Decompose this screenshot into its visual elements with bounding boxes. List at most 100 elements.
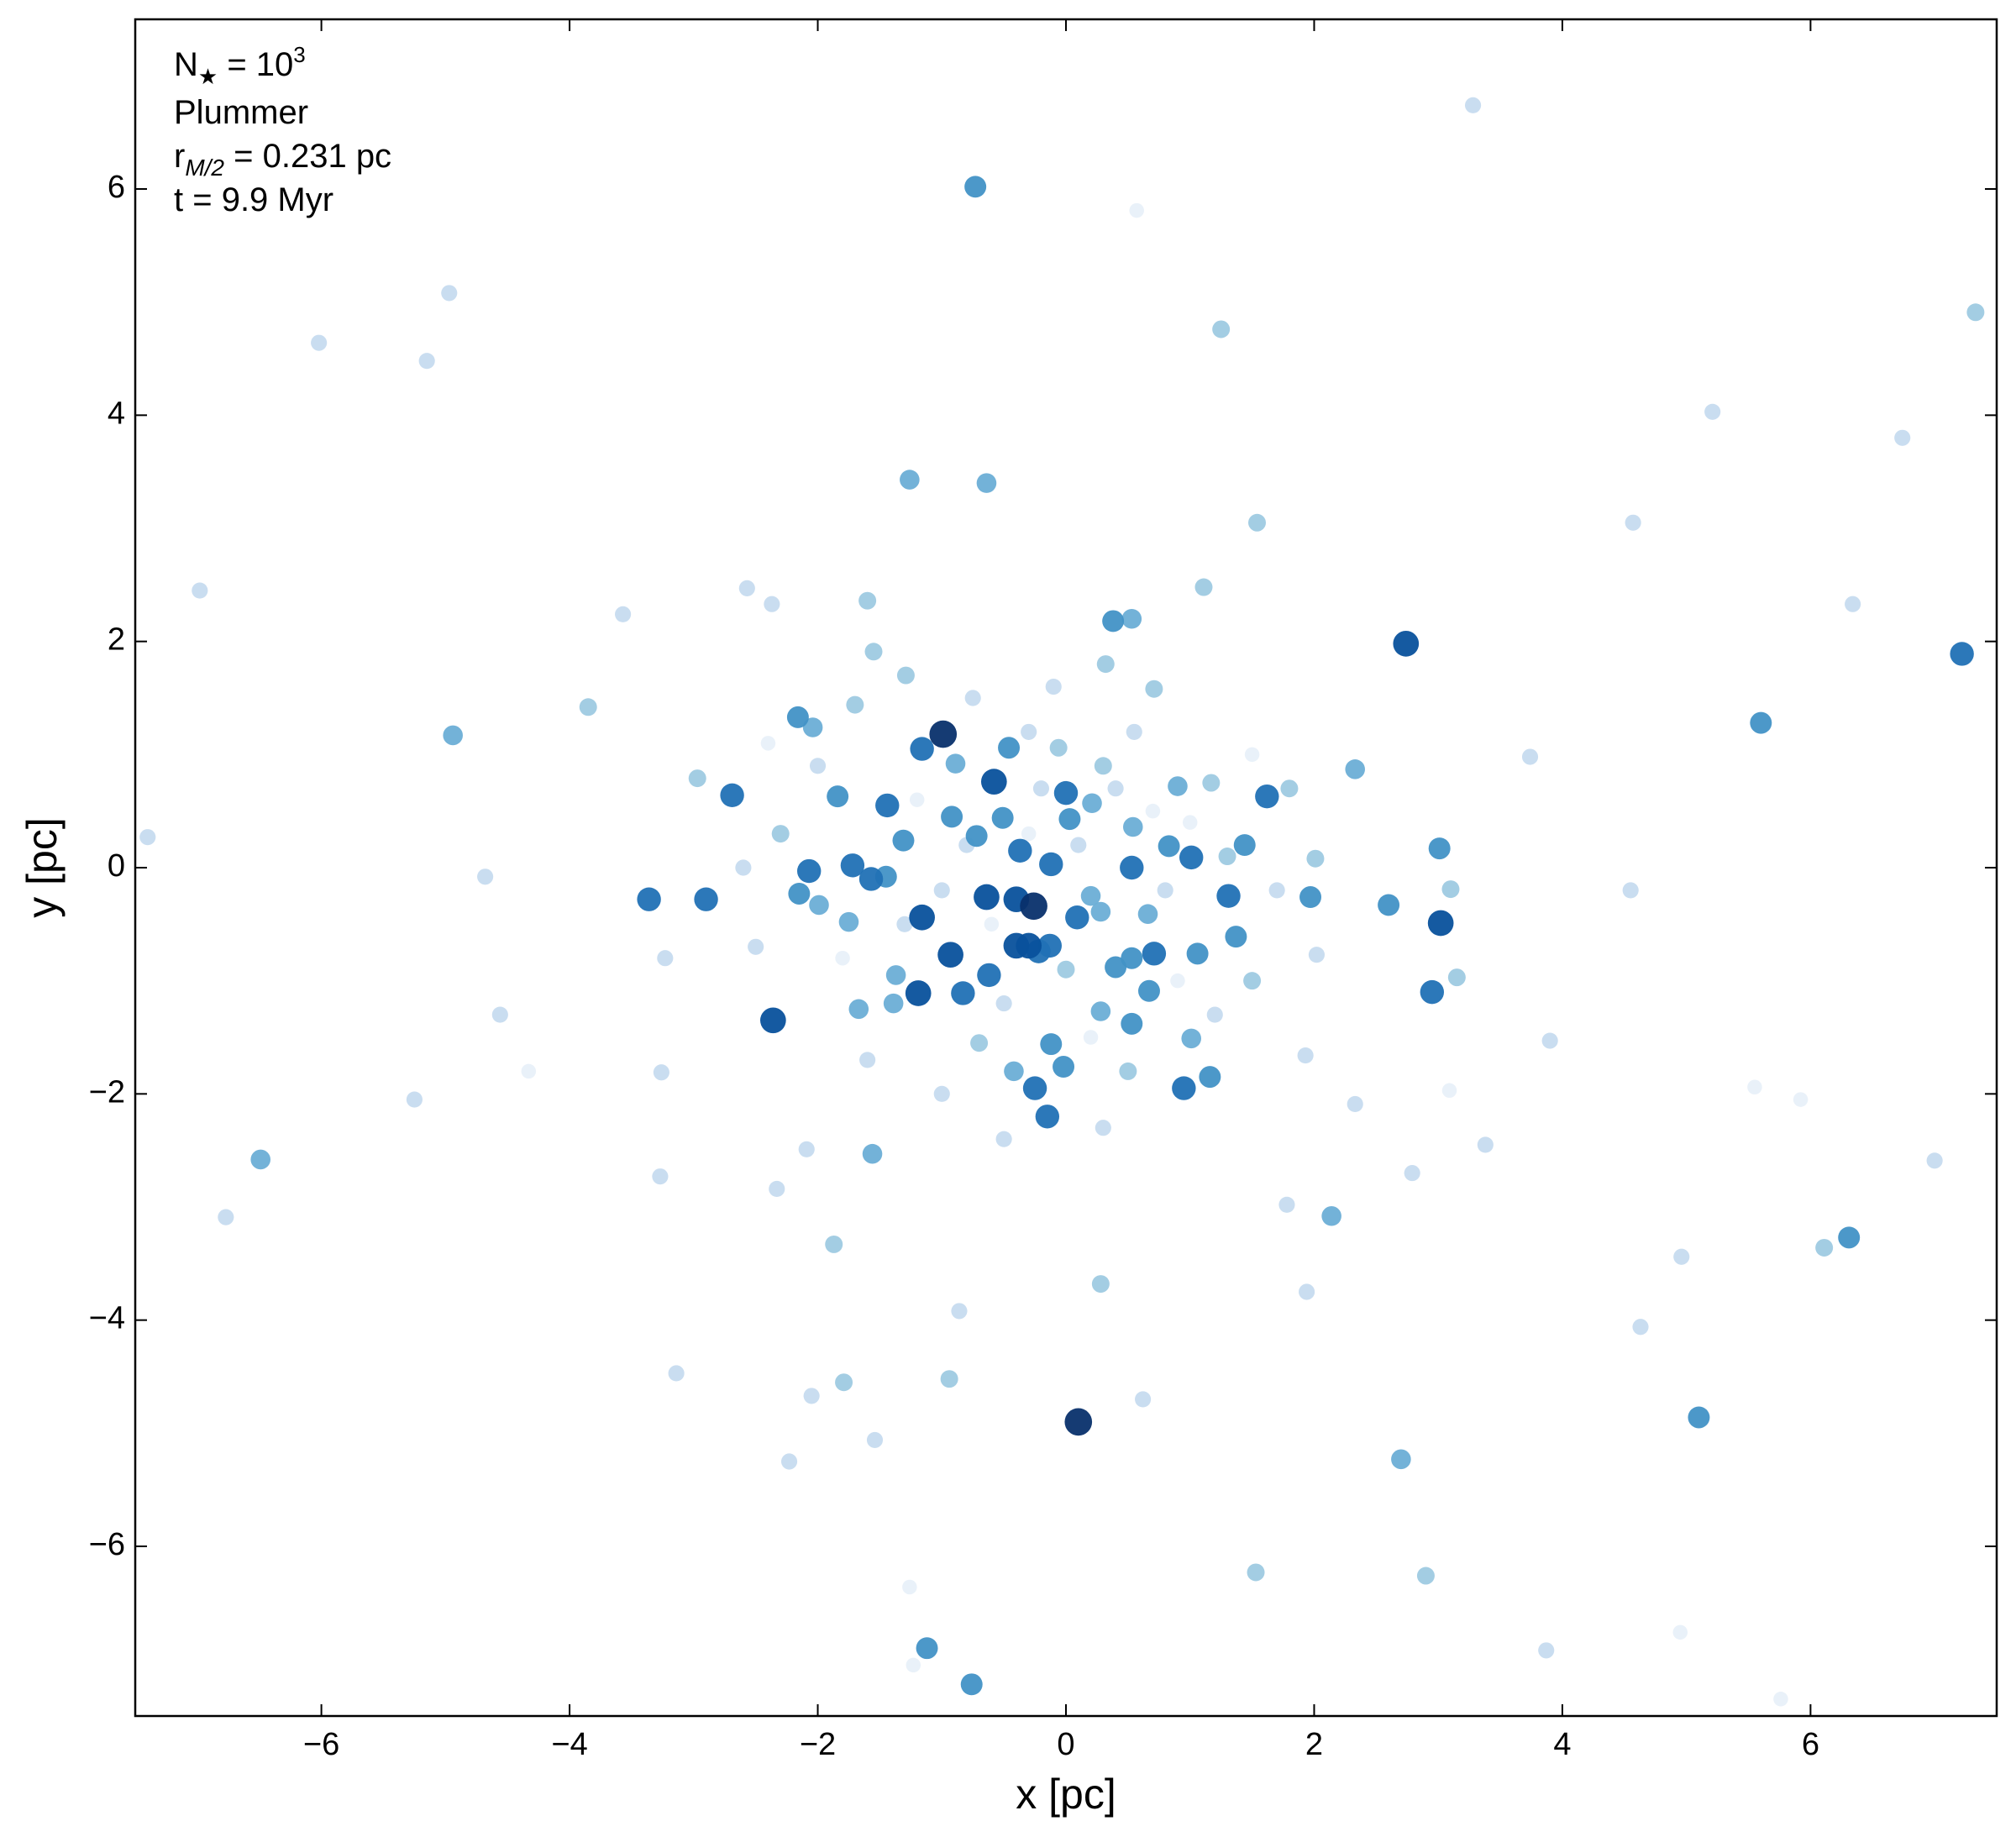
series bbox=[929, 720, 1093, 1436]
x-axis-label: x [pc] bbox=[1016, 1771, 1116, 1818]
star-point bbox=[1672, 1624, 1688, 1640]
star-point bbox=[688, 769, 706, 788]
star-point bbox=[937, 942, 963, 968]
star-point bbox=[960, 1673, 983, 1696]
star-point bbox=[1248, 513, 1267, 532]
annotation-text: t = 9.9 Myr bbox=[174, 181, 333, 218]
star-point bbox=[909, 904, 935, 931]
star-point bbox=[771, 825, 790, 843]
star-point bbox=[1950, 642, 1974, 666]
star-point bbox=[1306, 849, 1325, 868]
star-point bbox=[1053, 1056, 1075, 1078]
star-point bbox=[933, 882, 950, 899]
y-tick-label: 6 bbox=[108, 170, 125, 205]
star-point bbox=[980, 769, 1007, 795]
star-point bbox=[825, 1235, 843, 1253]
star-point bbox=[1142, 942, 1167, 966]
x-tick-label: 4 bbox=[1553, 1727, 1571, 1762]
star-point bbox=[838, 911, 859, 932]
star-point bbox=[1247, 1563, 1265, 1582]
star-point bbox=[970, 1034, 989, 1052]
star-point bbox=[827, 785, 849, 808]
star-point bbox=[1308, 947, 1325, 963]
star-point bbox=[1157, 882, 1173, 899]
star-point bbox=[1121, 608, 1142, 629]
star-point bbox=[940, 1370, 958, 1388]
star-point bbox=[1137, 904, 1158, 924]
star-point bbox=[1427, 910, 1454, 937]
star-point bbox=[1541, 1032, 1558, 1049]
star-point bbox=[885, 965, 906, 985]
star-point bbox=[1280, 779, 1299, 798]
star-point bbox=[1206, 1006, 1223, 1023]
star-point bbox=[764, 596, 780, 612]
star-point bbox=[1158, 835, 1180, 858]
star-point bbox=[1102, 610, 1125, 632]
annotation-subscript: ★ bbox=[198, 64, 218, 89]
star-point bbox=[1199, 1066, 1221, 1089]
star-point bbox=[1040, 1033, 1063, 1056]
star-point bbox=[1090, 901, 1111, 922]
x-tick-label: −2 bbox=[800, 1727, 836, 1762]
star-point bbox=[1091, 1275, 1110, 1294]
star-point bbox=[1815, 1238, 1834, 1257]
star-point bbox=[192, 582, 208, 599]
star-point bbox=[1218, 848, 1236, 866]
star-point bbox=[862, 1143, 883, 1164]
star-point bbox=[1704, 403, 1721, 420]
y-tick-label: 4 bbox=[108, 396, 125, 431]
series bbox=[139, 97, 1943, 1659]
star-point bbox=[1347, 1095, 1363, 1113]
star-point bbox=[809, 758, 827, 774]
star-point bbox=[1233, 834, 1256, 857]
star-point bbox=[1035, 1105, 1060, 1129]
star-point bbox=[1057, 960, 1075, 979]
star-point bbox=[866, 1431, 884, 1448]
star-point bbox=[1268, 882, 1285, 899]
star-point bbox=[1121, 947, 1143, 969]
star-point bbox=[941, 806, 963, 828]
star-point bbox=[929, 720, 958, 748]
star-point bbox=[250, 1149, 270, 1170]
star-point bbox=[748, 938, 764, 955]
annotation-text: N bbox=[174, 46, 198, 83]
star-point bbox=[1058, 808, 1081, 831]
star-point bbox=[477, 869, 494, 885]
star-point bbox=[1216, 884, 1241, 908]
star-point bbox=[916, 1637, 938, 1660]
annotation-text: = 10 bbox=[218, 46, 293, 83]
star-point bbox=[1966, 303, 1985, 322]
star-point bbox=[902, 1579, 917, 1595]
star-point bbox=[1243, 972, 1262, 990]
star-point bbox=[964, 176, 987, 198]
annotation-text: Plummer bbox=[174, 94, 308, 131]
star-point bbox=[933, 1085, 950, 1102]
star-point bbox=[1186, 942, 1209, 965]
x-tick-label: 2 bbox=[1305, 1727, 1323, 1762]
star-point bbox=[788, 882, 811, 905]
star-point bbox=[1181, 1028, 1201, 1049]
star-point bbox=[1135, 1391, 1152, 1408]
star-point bbox=[1521, 748, 1539, 765]
star-point bbox=[720, 783, 744, 808]
star-point bbox=[1065, 905, 1089, 930]
star-point bbox=[1428, 837, 1451, 860]
star-point bbox=[1688, 1406, 1710, 1429]
star-point bbox=[1773, 1692, 1788, 1707]
x-tick-label: −6 bbox=[303, 1727, 339, 1762]
star-point bbox=[668, 1365, 685, 1382]
y-tick-label: −2 bbox=[89, 1074, 125, 1110]
star-point bbox=[1212, 320, 1231, 338]
star-point bbox=[418, 353, 435, 370]
star-point bbox=[951, 1303, 968, 1320]
star-point bbox=[1441, 1083, 1457, 1099]
star-point bbox=[1404, 1165, 1420, 1182]
star-point bbox=[521, 1063, 537, 1079]
star-point bbox=[491, 1006, 508, 1023]
star-point bbox=[1244, 747, 1260, 763]
star-point bbox=[657, 950, 674, 967]
star-point bbox=[311, 334, 328, 351]
star-point bbox=[974, 884, 1000, 911]
star-point bbox=[896, 666, 915, 685]
